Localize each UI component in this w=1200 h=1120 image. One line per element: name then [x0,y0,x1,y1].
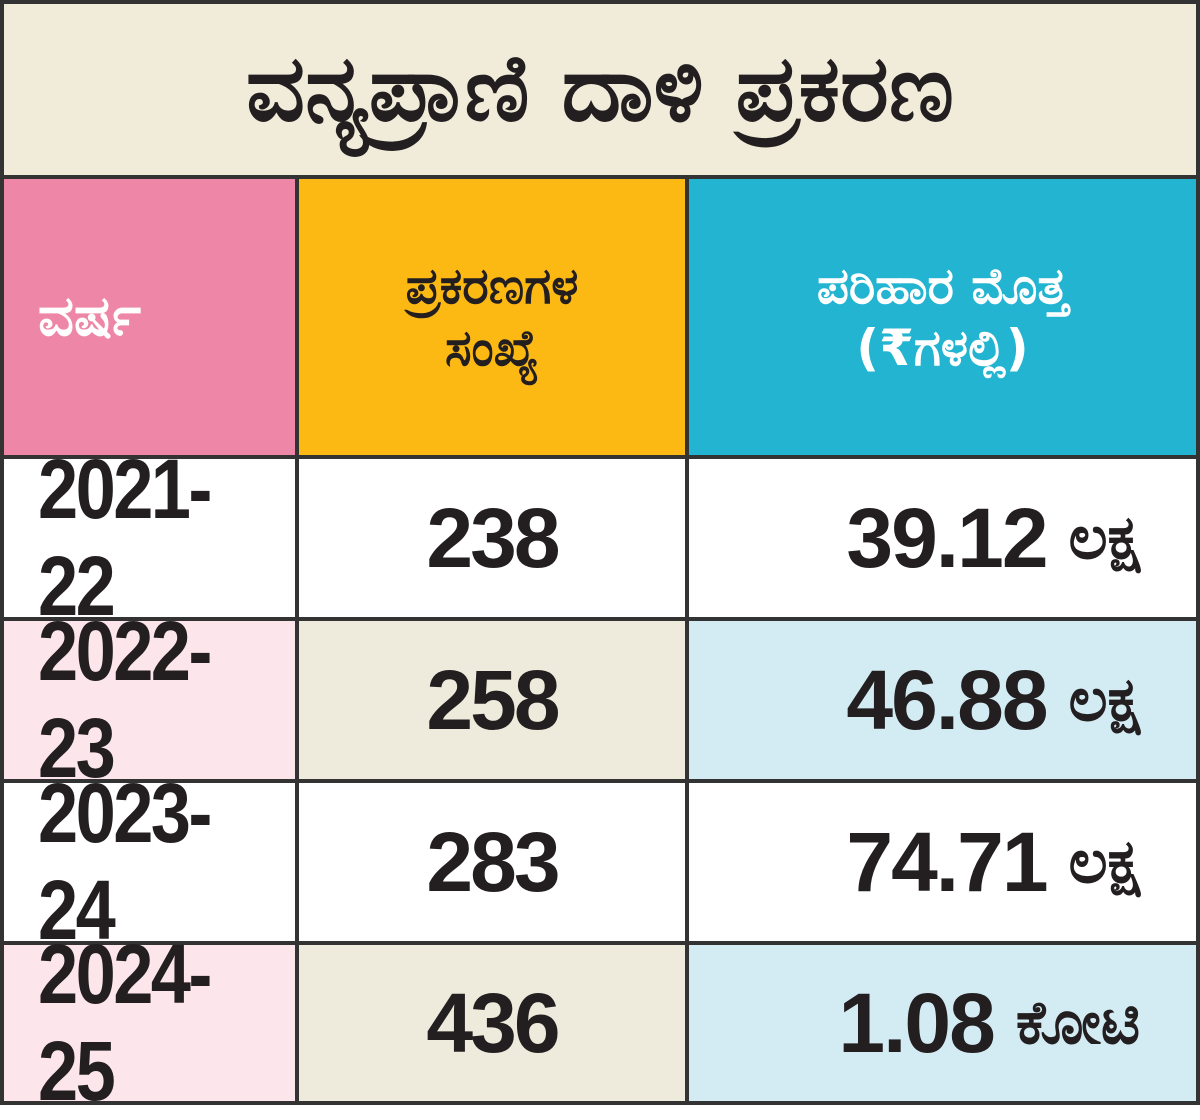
table-row-amount: 46.88 ಲಕ್ಷ [689,621,1196,779]
table-row-cases: 436 [299,945,685,1101]
amount-value: 39.12 [846,490,1048,585]
table-row-year: 2022-23 [4,604,295,795]
year-cell: 2022-23 [38,604,212,795]
amount-value: 46.88 [846,652,1048,747]
cases-cell: 258 [426,652,560,747]
amount-value: 74.71 [846,814,1048,909]
header-amount-line2: (₹ಗಳಲ್ಲಿ) [856,319,1029,377]
header-amount-line1: ಪರಿಹಾರ ಮೊತ್ತ [816,256,1069,315]
amount-value: 1.08 [838,975,995,1070]
header-year: ವರ್ಷ [4,179,295,455]
header-cases-line1: ಪ್ರಕರಣಗಳ [405,256,579,315]
amount-unit: ಲಕ್ಷ [1068,665,1140,735]
header-cases-line2: ಸಂಖ್ಯೆ [444,319,539,377]
table-row-amount: 39.12 ಲಕ್ಷ [689,459,1196,617]
cases-cell: 238 [426,490,560,585]
amount-unit: ಲಕ್ಷ [1068,827,1140,897]
amount-unit: ಕೋಟಿ [1015,988,1140,1058]
header-amount: ಪರಿಹಾರ ಮೊತ್ತ (₹ಗಳಲ್ಲಿ) [689,179,1196,455]
header-cases: ಪ್ರಕರಣಗಳ ಸಂಖ್ಯೆ [299,179,685,455]
table-row-cases: 238 [299,459,685,617]
year-cell: 2021-22 [38,442,212,633]
table-row-cases: 258 [299,621,685,779]
year-cell: 2024-25 [38,927,212,1118]
table-title: ವನ್ಯಪ್ರಾಣಿ ದಾಳಿ ಪ್ರಕರಣ [4,4,1196,175]
table-row-amount: 1.08 ಕೋಟಿ [689,945,1196,1101]
header-year-label: ವರ್ಷ [38,284,142,349]
table-row-cases: 283 [299,783,685,941]
cases-cell: 436 [426,975,560,1070]
table-row-amount: 74.71 ಲಕ್ಷ [689,783,1196,941]
table-row-year: 2023-24 [4,766,295,957]
table-row-year: 2024-25 [4,927,295,1118]
table-row-year: 2021-22 [4,442,295,633]
amount-unit: ಲಕ್ಷ [1068,503,1140,573]
year-cell: 2023-24 [38,766,212,957]
cases-cell: 283 [426,814,560,909]
